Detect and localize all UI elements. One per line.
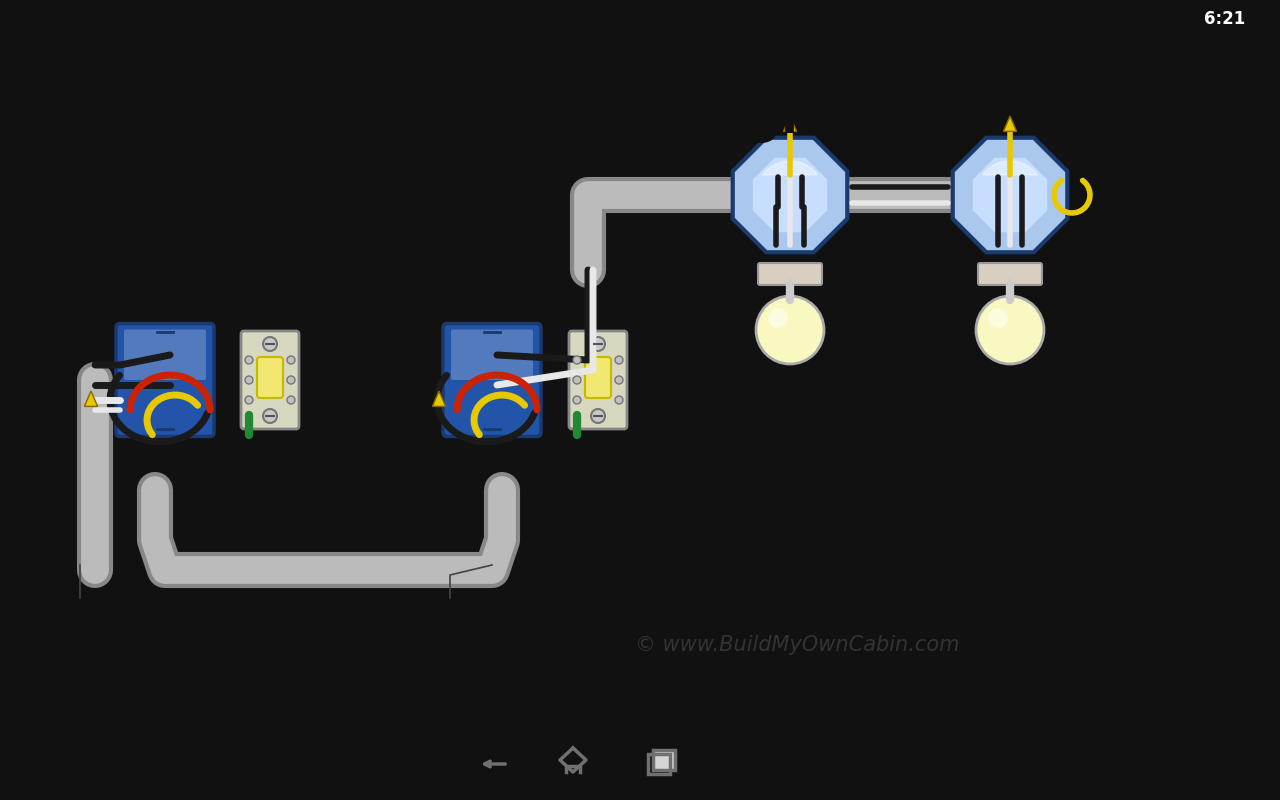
Circle shape bbox=[262, 337, 276, 351]
FancyBboxPatch shape bbox=[257, 357, 283, 398]
Circle shape bbox=[614, 376, 623, 384]
Polygon shape bbox=[753, 158, 827, 232]
FancyBboxPatch shape bbox=[116, 323, 214, 437]
Circle shape bbox=[262, 409, 276, 423]
FancyBboxPatch shape bbox=[451, 330, 532, 380]
Circle shape bbox=[287, 376, 294, 384]
FancyBboxPatch shape bbox=[585, 357, 611, 398]
FancyBboxPatch shape bbox=[124, 330, 206, 380]
FancyBboxPatch shape bbox=[653, 750, 675, 770]
Text: POWER SOURCE
2-Wire Romex with
Ground
(i.e. 12-2): POWER SOURCE 2-Wire Romex with Ground (i… bbox=[68, 598, 224, 678]
Polygon shape bbox=[983, 161, 1038, 175]
Polygon shape bbox=[1004, 116, 1016, 131]
Bar bbox=[0, 728, 1280, 800]
Circle shape bbox=[287, 356, 294, 364]
Text: © www.BuildMyOwnCabin.com: © www.BuildMyOwnCabin.com bbox=[635, 635, 960, 655]
Polygon shape bbox=[973, 158, 1047, 232]
Circle shape bbox=[244, 396, 253, 404]
Circle shape bbox=[573, 356, 581, 364]
Circle shape bbox=[977, 296, 1044, 364]
Polygon shape bbox=[433, 391, 445, 406]
Polygon shape bbox=[783, 116, 796, 131]
Polygon shape bbox=[763, 161, 818, 175]
Circle shape bbox=[591, 409, 605, 423]
Circle shape bbox=[573, 376, 581, 384]
FancyBboxPatch shape bbox=[978, 263, 1042, 285]
Text: 2-Wire Romex
with Ground
(i.e. 12-2): 2-Wire Romex with Ground (i.e. 12-2) bbox=[358, 145, 484, 205]
Circle shape bbox=[614, 396, 623, 404]
Text: 3-Way Switch (Multiple Lights): 3-Way Switch (Multiple Lights) bbox=[29, 95, 893, 143]
Text: 3-Way Switch: 3-Way Switch bbox=[310, 270, 431, 288]
Circle shape bbox=[244, 376, 253, 384]
Circle shape bbox=[988, 308, 1009, 328]
FancyBboxPatch shape bbox=[758, 263, 822, 285]
Circle shape bbox=[244, 356, 253, 364]
Bar bbox=[0, 0, 1280, 38]
Polygon shape bbox=[84, 391, 97, 406]
Text: 6:21: 6:21 bbox=[1203, 10, 1245, 28]
Polygon shape bbox=[952, 138, 1068, 252]
Circle shape bbox=[768, 308, 788, 328]
Text: 3-Wire Romex
with Ground
(i.e. 12-3): 3-Wire Romex with Ground (i.e. 12-3) bbox=[430, 598, 545, 658]
Text: 3-Way Switch: 3-Way Switch bbox=[680, 480, 801, 498]
FancyBboxPatch shape bbox=[241, 331, 300, 429]
Circle shape bbox=[573, 396, 581, 404]
Circle shape bbox=[614, 356, 623, 364]
Polygon shape bbox=[732, 138, 847, 252]
Circle shape bbox=[591, 337, 605, 351]
FancyBboxPatch shape bbox=[570, 331, 627, 429]
FancyBboxPatch shape bbox=[443, 323, 541, 437]
Circle shape bbox=[756, 296, 824, 364]
Circle shape bbox=[287, 396, 294, 404]
